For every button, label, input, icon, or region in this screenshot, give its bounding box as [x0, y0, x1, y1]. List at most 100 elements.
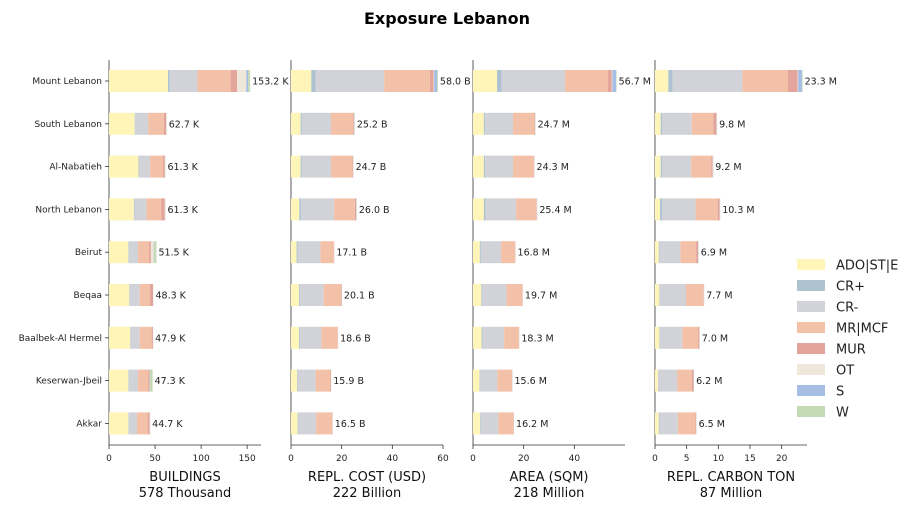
- x-tick-label: 100: [193, 454, 210, 464]
- bar-segment: [146, 198, 162, 221]
- bar-segment: [109, 284, 130, 306]
- bar-segment: [660, 284, 687, 306]
- bar-segment: [321, 326, 338, 349]
- bar-segment: [138, 241, 150, 264]
- total-label: 6.2 M: [696, 376, 722, 387]
- bar-segment: [300, 284, 324, 306]
- bar-segment: [616, 70, 617, 92]
- bar-segment: [659, 326, 661, 349]
- bar-segment: [133, 198, 135, 221]
- chart-legend: ADO|ST|E CR+ CR- MR|MCF MUR OT SW: [797, 259, 898, 421]
- bar-segment: [109, 326, 131, 349]
- bar-segment: [660, 198, 662, 221]
- bar-segment: [300, 326, 322, 349]
- bar-segment: [197, 70, 231, 92]
- y-tick-label: North Lebanon: [35, 205, 102, 215]
- legend-label: OT: [836, 364, 854, 379]
- bar-segment: [661, 155, 692, 178]
- bar-segment: [300, 112, 302, 135]
- bar-segment: [658, 369, 678, 392]
- bar-segment: [483, 155, 486, 178]
- bar-segment: [300, 155, 302, 178]
- legend-label: S: [836, 385, 844, 400]
- bar-segment: [497, 70, 502, 92]
- bar-segment: [485, 198, 517, 221]
- bar-segment: [677, 412, 696, 435]
- total-label: 7.7 M: [706, 291, 732, 302]
- bar-segment: [291, 369, 298, 392]
- bar-segment: [660, 326, 683, 349]
- bar-segment: [479, 369, 481, 392]
- bar-segment: [129, 284, 140, 306]
- bar-segment: [230, 70, 238, 92]
- bar-segment: [109, 241, 129, 264]
- x-tick-label: 0: [106, 454, 112, 464]
- total-label: 18.3 M: [521, 333, 553, 344]
- bar-segment: [659, 412, 678, 435]
- total-label: 61.3 K: [167, 162, 198, 173]
- x-tick-label: 0: [652, 454, 658, 464]
- legend-label: MR|MCF: [836, 322, 888, 337]
- bar-segment: [501, 241, 516, 264]
- bar-segment: [717, 198, 720, 221]
- bar-segment: [138, 369, 149, 392]
- panel-2: 0 20 40 60 REPL. COST (USD)222 Billion 58.0 B…: [288, 60, 471, 501]
- bar-segment: [384, 70, 430, 92]
- bar-segment: [246, 70, 249, 92]
- bar-segment: [506, 284, 523, 306]
- bar-segment: [680, 241, 697, 264]
- legend-label: W: [836, 406, 849, 421]
- bar-segment: [655, 155, 661, 178]
- bar-segment: [798, 70, 802, 92]
- bar-segment: [149, 241, 151, 264]
- total-label: 58.0 B: [440, 77, 471, 88]
- bar-segment: [513, 112, 535, 135]
- bar-segment: [139, 326, 152, 349]
- y-tick-label: Akkar: [76, 419, 102, 429]
- total-label: 9.2 M: [715, 162, 741, 173]
- x-tick-label: 0: [470, 454, 476, 464]
- bar-segment: [516, 198, 537, 221]
- bar-segment: [291, 241, 297, 264]
- bar-segment: [536, 198, 537, 221]
- bar-segment: [661, 198, 696, 221]
- bar-segment: [291, 70, 312, 92]
- bar-segment: [109, 198, 134, 221]
- y-tick-label: Mount Lebanon: [32, 77, 102, 87]
- y-tick-label: Keserwan-Jbeil: [36, 377, 102, 387]
- bar-segment: [473, 369, 480, 392]
- bar-segment: [153, 241, 157, 264]
- total-label: 24.7 B: [356, 162, 387, 173]
- legend-label: ADO|ST|E: [836, 259, 898, 274]
- bar-segment: [655, 70, 669, 92]
- bar-segment: [297, 369, 298, 392]
- x-tick-label: 50: [149, 454, 161, 464]
- legend-swatch: [797, 280, 825, 291]
- total-label: 18.6 B: [340, 333, 371, 344]
- bar-segment: [109, 412, 129, 435]
- bar-segment: [139, 155, 151, 178]
- bar-segment: [139, 284, 150, 306]
- bar-segment: [473, 112, 484, 135]
- bar-segment: [660, 155, 662, 178]
- bar-segment: [481, 326, 483, 349]
- legend-label: MUR: [836, 343, 866, 358]
- bar-segment: [473, 155, 484, 178]
- bar-segment: [150, 241, 154, 264]
- bar-segment: [788, 70, 798, 92]
- total-label: 48.3 K: [155, 291, 186, 302]
- bar-segment: [340, 284, 342, 306]
- total-label: 24.7 M: [538, 119, 570, 130]
- bar-segment: [434, 70, 438, 92]
- bar-segment: [742, 70, 788, 92]
- legend-swatch: [797, 301, 825, 312]
- bar-segment: [311, 70, 316, 92]
- bar-segment: [353, 112, 355, 135]
- bar-segment: [691, 155, 712, 178]
- bar-segment: [513, 155, 534, 178]
- bar-segment: [564, 70, 609, 92]
- bar-segment: [437, 70, 438, 92]
- bar-segment: [354, 198, 357, 221]
- bar-segment: [162, 155, 165, 178]
- x-axis-subtitle: 578 Thousand: [139, 486, 232, 501]
